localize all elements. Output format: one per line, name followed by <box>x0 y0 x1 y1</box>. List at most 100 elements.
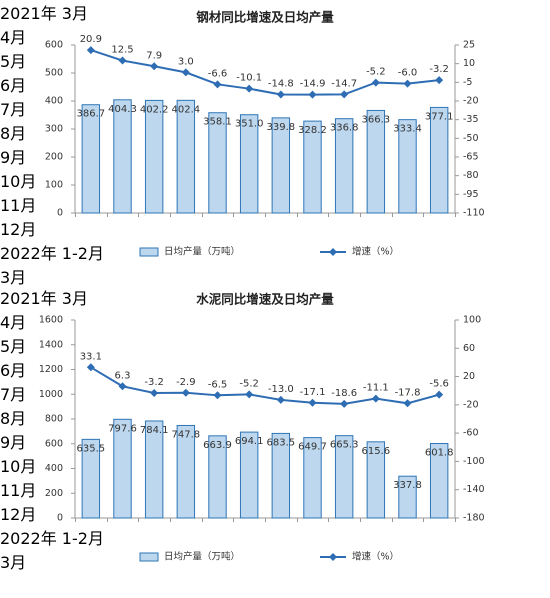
x-tick <box>233 213 235 217</box>
line-marker <box>118 56 127 65</box>
bar <box>303 437 322 519</box>
legend-swatch <box>139 247 159 257</box>
x-tick-label: 8月 <box>0 124 27 143</box>
x-tick-label: 5月 <box>0 337 27 356</box>
x-tick-label: 11月 <box>0 481 37 500</box>
x-tick <box>391 518 393 522</box>
y2-tick-label: -35 <box>463 114 479 125</box>
legend-label: 增速（%） <box>352 246 399 258</box>
y2-tick-label: -20 <box>463 399 479 410</box>
x-tick <box>233 518 235 522</box>
line-marker <box>213 80 222 89</box>
legend-label: 日均产量（万吨） <box>164 551 240 563</box>
x-tick <box>170 213 171 217</box>
bar <box>208 112 227 214</box>
line-value-label: 3.0 <box>178 56 194 67</box>
line-value-label: -17.1 <box>300 387 326 398</box>
bar-value-label: 601.8 <box>425 448 454 459</box>
line-marker <box>340 399 349 408</box>
bar-value-label: 351.0 <box>235 119 264 130</box>
bar-value-label: 694.1 <box>235 436 264 447</box>
y2-tick-label: -110 <box>463 208 485 219</box>
x-tick-label: 9月 <box>0 433 27 452</box>
y2-tick-label: -180 <box>463 513 485 524</box>
line-value-label: -6.0 <box>398 68 418 79</box>
bar <box>176 99 196 214</box>
chart: 钢材同比增速及日均产量 0 100 200 300 400 500 600 25 10 -5 -20 -… <box>0 0 550 287</box>
bar-value-label: 328.2 <box>298 125 327 136</box>
x-tick-label: 2021年 3月 <box>0 4 88 23</box>
bar <box>334 435 354 519</box>
line-marker <box>181 68 190 77</box>
line-value-label: -3.2 <box>429 64 449 75</box>
y-tick-label: 600 <box>45 438 63 449</box>
bar-value-label: 683.5 <box>267 437 296 448</box>
line-value-label: -5.2 <box>366 67 386 78</box>
bar-value-label: 663.9 <box>203 440 232 451</box>
bar-value-label: 747.8 <box>172 429 201 440</box>
bar-value-label: 665.3 <box>330 440 359 451</box>
x-tick-label: 5月 <box>0 52 27 71</box>
x-tick-label: 10月 <box>0 457 37 476</box>
bar <box>271 117 291 214</box>
x-tick <box>75 518 76 522</box>
bar-value-label: 615.6 <box>362 446 391 457</box>
y-tick-label: 600 <box>45 40 63 51</box>
bar <box>144 99 164 214</box>
bar-value-label: 635.5 <box>77 443 106 454</box>
bar <box>429 106 449 214</box>
bar <box>398 119 417 214</box>
bar <box>366 109 386 214</box>
y-tick-label: 1600 <box>39 315 63 326</box>
bar-value-label: 377.1 <box>425 111 454 122</box>
line-marker <box>276 90 285 99</box>
bar <box>144 420 164 519</box>
line-value-label: -17.8 <box>395 387 421 398</box>
line-marker <box>245 390 254 399</box>
line-marker <box>150 388 159 397</box>
y2-tick-label: -65 <box>463 152 479 163</box>
line-value-label: -14.8 <box>268 79 294 90</box>
chart-svg: 水泥同比增速及日均产量 0 200 400 600 800 1000 1200 1400 1600… <box>39 292 485 563</box>
bar-value-label: 336.8 <box>330 123 359 134</box>
x-tick-label: 6月 <box>0 361 27 380</box>
line-marker <box>308 398 317 407</box>
y2-tick-label: -50 <box>463 133 479 144</box>
line-marker <box>371 394 380 403</box>
legend-label: 日均产量（万吨） <box>164 246 240 258</box>
x-tick-label: 11月 <box>0 196 37 215</box>
bar <box>81 438 101 519</box>
bar-value-label: 333.4 <box>393 124 422 135</box>
bar-value-label: 797.6 <box>108 423 137 434</box>
line-marker <box>403 399 412 408</box>
bar-value-label: 784.1 <box>140 425 169 436</box>
line-value-label: -13.0 <box>268 384 294 395</box>
bar-value-label: 358.1 <box>203 117 232 128</box>
chart: 水泥同比增速及日均产量 0 200 400 600 800 1000 1200 1400 1600… <box>0 285 550 598</box>
y-tick-label: 1400 <box>39 339 63 350</box>
x-tick <box>455 518 456 522</box>
chart-title: 水泥同比增速及日均产量 <box>196 292 334 307</box>
x-tick <box>296 213 298 217</box>
line-value-label: -14.9 <box>300 79 326 90</box>
line-value-label: 12.5 <box>111 45 133 56</box>
line-marker <box>86 363 95 372</box>
x-tick <box>138 213 140 217</box>
bar <box>208 435 227 519</box>
x-tick <box>455 213 456 217</box>
x-tick-label: 4月 <box>0 28 27 47</box>
bar <box>81 104 101 214</box>
line-marker <box>150 62 159 71</box>
x-tick <box>201 213 203 217</box>
y2-tick-label: -95 <box>463 189 479 200</box>
y-tick-label: 200 <box>45 488 63 499</box>
line-value-label: -10.1 <box>236 73 262 84</box>
line-marker <box>435 390 444 399</box>
x-tick-label: 7月 <box>0 385 27 404</box>
y-tick-label: 1000 <box>39 389 63 400</box>
y-tick-label: 800 <box>45 414 63 425</box>
x-tick <box>265 213 266 217</box>
y-tick-label: 500 <box>45 68 63 79</box>
bar-value-label: 386.7 <box>77 109 106 120</box>
x-tick <box>328 518 330 522</box>
